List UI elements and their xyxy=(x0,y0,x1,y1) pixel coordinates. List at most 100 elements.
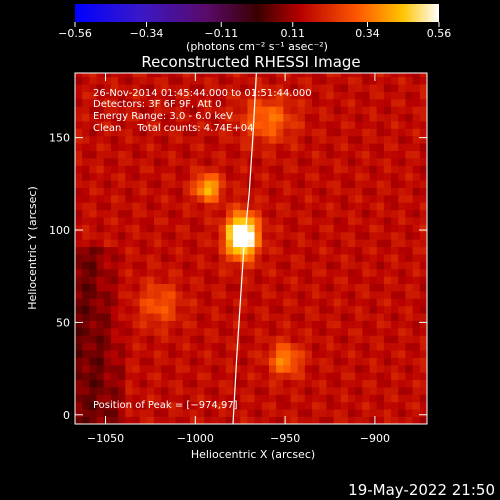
heatmap-cell xyxy=(419,401,428,410)
heatmap-cell xyxy=(340,73,349,78)
heatmap-cell xyxy=(326,298,335,307)
heatmap-cell xyxy=(419,231,428,240)
heatmap-cell xyxy=(103,150,112,159)
heatmap-cell xyxy=(347,150,356,159)
heatmap-cell xyxy=(240,401,248,410)
heatmap-cell xyxy=(268,283,277,292)
heatmap-cell xyxy=(312,135,320,144)
heatmap-cell xyxy=(197,372,205,381)
heatmap-cell xyxy=(347,372,356,381)
heatmap-cell xyxy=(261,73,270,78)
heatmap-cell xyxy=(290,239,299,248)
heatmap-cell xyxy=(204,128,212,137)
heatmap-cell xyxy=(182,342,191,351)
heatmap-cell xyxy=(268,150,277,159)
heatmap-cell xyxy=(161,135,169,144)
heatmap-cell xyxy=(261,84,270,92)
heatmap-cell xyxy=(240,143,248,151)
heatmap-cell xyxy=(419,113,428,122)
heatmap-cell xyxy=(75,387,83,395)
x-tick-label: −900 xyxy=(360,432,390,445)
heatmap-cell xyxy=(254,409,263,418)
heatmap-cell xyxy=(154,76,162,85)
heatmap-cell xyxy=(369,335,378,344)
heatmap-cell xyxy=(391,357,399,366)
heatmap-cell xyxy=(125,98,133,107)
heatmap-cell xyxy=(369,239,378,248)
heatmap-cell xyxy=(168,335,176,344)
heatmap-cell xyxy=(347,409,356,418)
heatmap-cell xyxy=(247,313,255,321)
heatmap-cell xyxy=(383,194,392,203)
heatmap-cell xyxy=(355,84,363,92)
heatmap-cell xyxy=(211,254,220,262)
heatmap-cell xyxy=(412,165,421,174)
heatmap-cell xyxy=(82,327,90,336)
heatmap-cell xyxy=(175,180,184,188)
heatmap-cell xyxy=(182,172,191,181)
heatmap-cell xyxy=(283,335,291,344)
heatmap-cell xyxy=(175,283,184,292)
heatmap-cell xyxy=(75,394,83,403)
heatmap-cell xyxy=(96,276,105,284)
heatmap-cell xyxy=(82,357,90,366)
heatmap-cell xyxy=(118,231,126,240)
heatmap-cell xyxy=(218,401,227,410)
heatmap-cell xyxy=(412,98,421,107)
heatmap-cell xyxy=(369,268,378,277)
heatmap-cell xyxy=(412,276,421,284)
heatmap-cell xyxy=(247,143,255,151)
heatmap-cell xyxy=(297,290,306,299)
heatmap-cell xyxy=(132,387,141,395)
heatmap-cell xyxy=(254,372,263,381)
heatmap-cell xyxy=(175,128,184,137)
heatmap-cell xyxy=(75,231,83,240)
heatmap-cell xyxy=(383,209,392,218)
heatmap-cell xyxy=(218,135,227,144)
heatmap-cell xyxy=(204,416,212,425)
heatmap-cell xyxy=(376,165,385,174)
heatmap-cell xyxy=(268,335,277,344)
heatmap-cell xyxy=(412,254,421,262)
heatmap-cell xyxy=(254,387,263,395)
heatmap-cell xyxy=(362,335,370,344)
heatmap-cell xyxy=(125,409,133,418)
heatmap-cell xyxy=(283,350,291,358)
heatmap-cell xyxy=(204,84,212,92)
heatmap-cell xyxy=(110,283,119,292)
heatmap-cell xyxy=(383,91,392,100)
heatmap-cell xyxy=(139,261,148,270)
heatmap-cell xyxy=(254,84,263,92)
heatmap-cell xyxy=(247,342,255,351)
heatmap-cell xyxy=(82,209,90,218)
heatmap-cell xyxy=(376,224,385,233)
heatmap-cell xyxy=(355,387,363,395)
heatmap-cell xyxy=(189,180,198,188)
heatmap-cell xyxy=(218,231,227,240)
heatmap-cell xyxy=(355,194,363,203)
heatmap-cell xyxy=(391,76,399,85)
heatmap-cell xyxy=(182,409,191,418)
heatmap-cell xyxy=(290,372,299,381)
heatmap-cell xyxy=(154,194,162,203)
heatmap-cell xyxy=(89,350,97,358)
heatmap-cell xyxy=(304,401,313,410)
heatmap-cell xyxy=(96,387,105,395)
heatmap-cell xyxy=(283,320,291,329)
heatmap-cell xyxy=(225,73,234,78)
heatmap-cell xyxy=(304,379,313,388)
heatmap-cell xyxy=(355,298,363,307)
heatmap-cell xyxy=(204,73,212,78)
heatmap-cell xyxy=(168,239,176,248)
heatmap-cell xyxy=(75,128,83,137)
heatmap-cell xyxy=(89,335,97,344)
heatmap-cell xyxy=(218,394,227,403)
heatmap-cell xyxy=(362,98,370,107)
heatmap-cell xyxy=(369,150,378,159)
heatmap-cell xyxy=(391,305,399,314)
heatmap-cell xyxy=(319,268,327,277)
heatmap-cell xyxy=(283,135,291,144)
heatmap-cell xyxy=(261,165,270,174)
heatmap-cell xyxy=(419,157,428,166)
heatmap-cell xyxy=(154,372,162,381)
